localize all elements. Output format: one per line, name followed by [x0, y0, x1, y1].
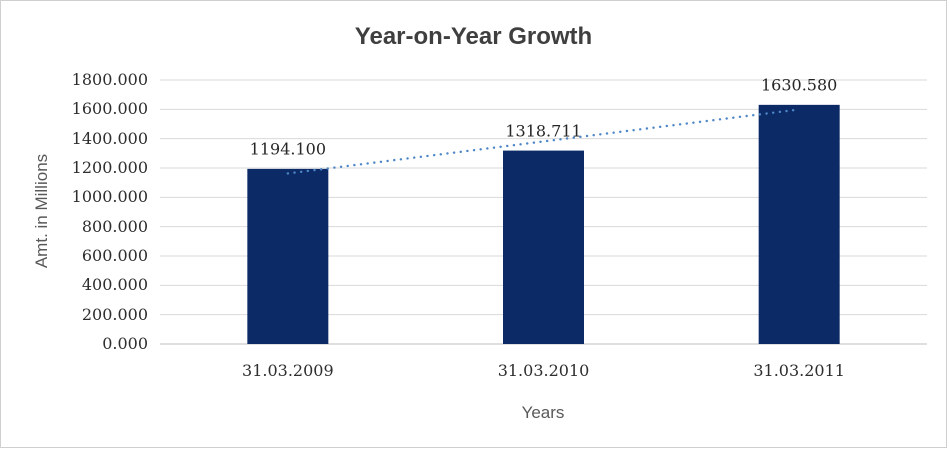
data-label: 1630.580 — [760, 75, 838, 95]
y-tick-label: 800.000 — [81, 216, 148, 236]
y-tick-label: 600.000 — [81, 246, 148, 265]
x-tick-label: 31.03.2010 — [497, 361, 590, 380]
x-axis-title: Years — [521, 403, 565, 422]
data-label: 1318.711 — [505, 121, 582, 141]
bar — [247, 168, 329, 344]
y-tick-label: 1000.000 — [71, 187, 148, 207]
bar — [758, 104, 840, 344]
chart-title: Year-on-Year Growth — [354, 23, 593, 50]
bar — [503, 150, 584, 344]
x-tick-label: 31.03.2011 — [753, 361, 845, 380]
trendline — [286, 108, 801, 175]
y-tick-label: 200.000 — [81, 304, 148, 324]
y-tick-label: 400.000 — [81, 275, 148, 295]
y-tick-label: 0.000 — [102, 334, 148, 353]
x-tick-label: 31.03.2009 — [242, 361, 334, 380]
data-label: 1194.100 — [249, 139, 326, 159]
y-tick-label: 1600.000 — [71, 99, 148, 119]
y-tick-label: 1200.000 — [71, 158, 148, 177]
y-tick-label: 1400.000 — [71, 128, 148, 148]
y-tick-label: 1800.000 — [71, 70, 148, 89]
